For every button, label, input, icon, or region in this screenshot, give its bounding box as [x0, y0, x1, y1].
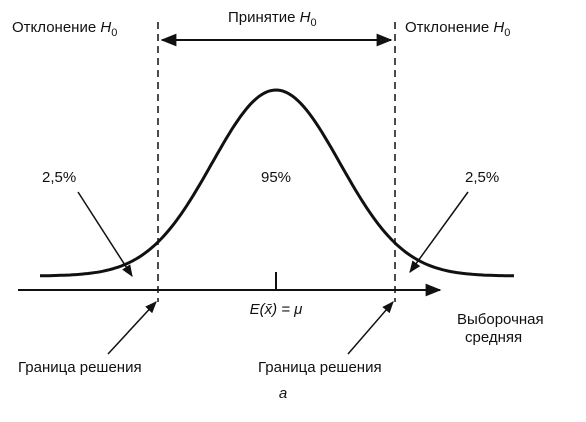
boundary-label: Граница решения — [258, 359, 382, 376]
region-label: Отклонение H0 — [12, 19, 117, 39]
area-label: 2,5% — [42, 169, 76, 186]
caption: а — [279, 385, 287, 402]
pointer-arrow — [107, 301, 157, 355]
boundary-label: Граница решения — [18, 359, 142, 376]
region-label: Принятие H0 — [228, 9, 317, 29]
pointer-arrow — [409, 191, 469, 273]
mean-label: E(x̄) = μ — [250, 301, 303, 318]
region-label: Отклонение H0 — [405, 19, 510, 39]
pointer-arrow — [77, 191, 133, 278]
normal-curve — [40, 88, 514, 278]
axis-label: Выборочная — [457, 311, 544, 328]
pointer-arrow — [347, 301, 394, 355]
area-label: 95% — [261, 169, 291, 186]
axis-label: средняя — [465, 329, 522, 346]
area-label: 2,5% — [465, 169, 499, 186]
